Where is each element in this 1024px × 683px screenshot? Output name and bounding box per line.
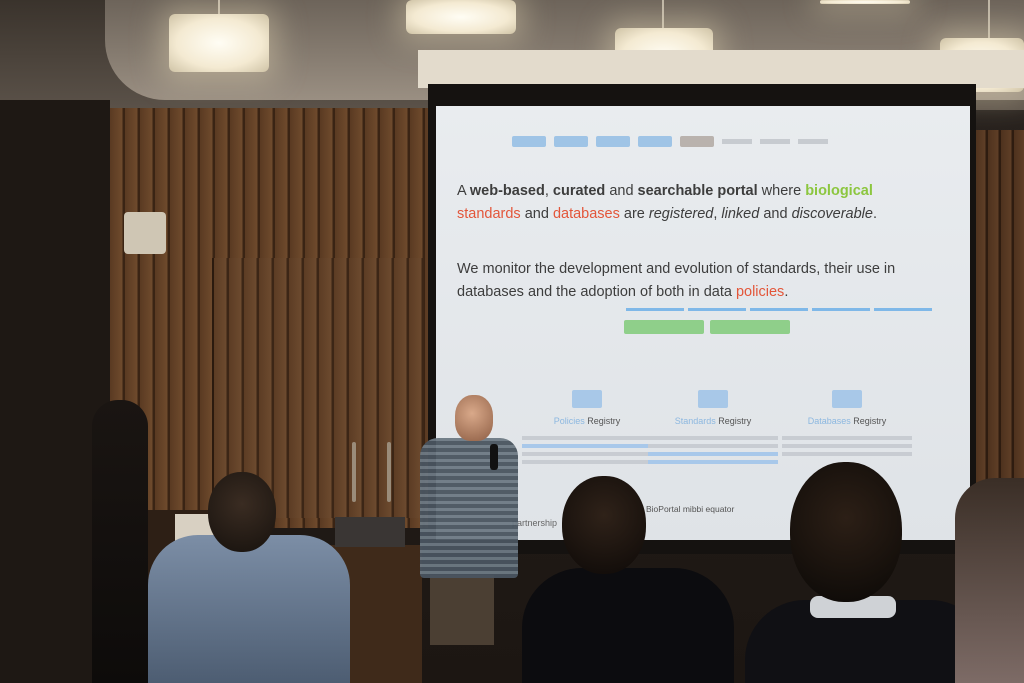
headline-segment: are [619,206,649,222]
standards-column: Standards Registry [648,390,778,468]
lamp-cord [218,0,220,14]
text-line [522,436,652,440]
bar [688,308,746,311]
headline-segment: , [544,183,553,199]
left-wall [0,100,110,683]
green-button [624,320,704,334]
text-line [648,436,778,440]
nav-button [512,136,546,147]
column-title-suffix: Registry [850,416,887,426]
speaker-body [420,438,518,578]
nav-button [554,136,588,147]
subtext-end: . [784,284,789,300]
column-title-suffix: Registry [715,416,752,426]
text-line [648,452,778,456]
bar [874,308,932,311]
headline-segment: and [520,206,553,222]
laptop [335,517,405,547]
text-line [522,460,652,464]
nav-button [638,136,672,147]
door-handle [352,442,356,502]
pendant-lamp [169,14,269,72]
bar [812,308,870,311]
microphone-icon [490,444,498,470]
standing-woman [92,400,148,683]
column-title: Databases Registry [782,416,912,426]
column-title-prefix: Databases [807,416,851,426]
headline-segment: . [872,206,878,222]
headline-segment: databases [552,206,620,222]
headline-segment: where [757,183,806,199]
text-line [782,444,912,448]
subtext-highlight: policies [735,284,785,300]
speaker-head [455,395,493,441]
slide-subtext: We monitor the development and evolution… [457,258,957,304]
databases-icon [832,390,862,408]
nav-text [722,139,752,144]
headline-segment: linked [721,206,760,222]
headline-segment: and [759,206,792,222]
partner-logos: BioPortal mibbi equator [646,504,735,514]
nav-text [798,139,828,144]
audience-member-4 [955,478,1024,683]
nav-text [760,139,790,144]
policies-icon [572,390,602,408]
headline-segment: A [457,183,470,199]
text-line [782,436,912,440]
door-handle [387,442,391,502]
audience-member-2 [522,568,734,683]
progress-bars [626,308,932,311]
column-title: Standards Registry [648,416,778,426]
green-button [710,320,790,334]
headline-segment: biological [805,183,873,199]
policies-column: Policies Registry [522,390,652,468]
nav-button-active [680,136,714,147]
bar [750,308,808,311]
text-line [648,444,778,448]
column-title-prefix: Policies [553,416,585,426]
headline-segment: web-based [469,183,545,199]
headline-segment: searchable portal [637,183,758,199]
subtext-body: We monitor the development and evolution… [457,261,896,300]
pendant-lamp [820,0,910,4]
audience-member-1 [148,535,350,683]
speaker-legs [430,575,494,645]
text-line [522,452,652,456]
bar [626,308,684,311]
screen-housing [418,50,1024,88]
slide-headline: A web-based, curated and searchable port… [457,180,957,226]
audience-head [562,476,646,574]
slide-navbar [512,136,828,147]
text-line [782,452,912,456]
audience-head [208,472,276,552]
lamp-cord [662,0,664,28]
slide-buttons [624,320,790,334]
text-line [648,460,778,464]
headline-segment: discoverable [791,206,873,222]
text-line [522,444,652,448]
wall-sensor [124,212,166,254]
column-title: Policies Registry [522,416,652,426]
audience-head [790,462,902,602]
column-title-prefix: Standards [674,416,716,426]
column-title-suffix: Registry [584,416,621,426]
headline-segment: and [605,183,638,199]
pendant-lamp [406,0,516,34]
projection-screen: A web-based, curated and searchable port… [436,106,970,540]
shirt-collar [810,596,896,618]
databases-column: Databases Registry [782,390,912,460]
headline-segment: curated [552,183,606,199]
lamp-cord [988,0,990,38]
partners-label: partnership [512,518,558,528]
headline-segment: , [713,206,722,222]
headline-segment: registered [648,206,714,222]
headline-segment: standards [457,206,521,222]
standards-icon [698,390,728,408]
nav-button [596,136,630,147]
